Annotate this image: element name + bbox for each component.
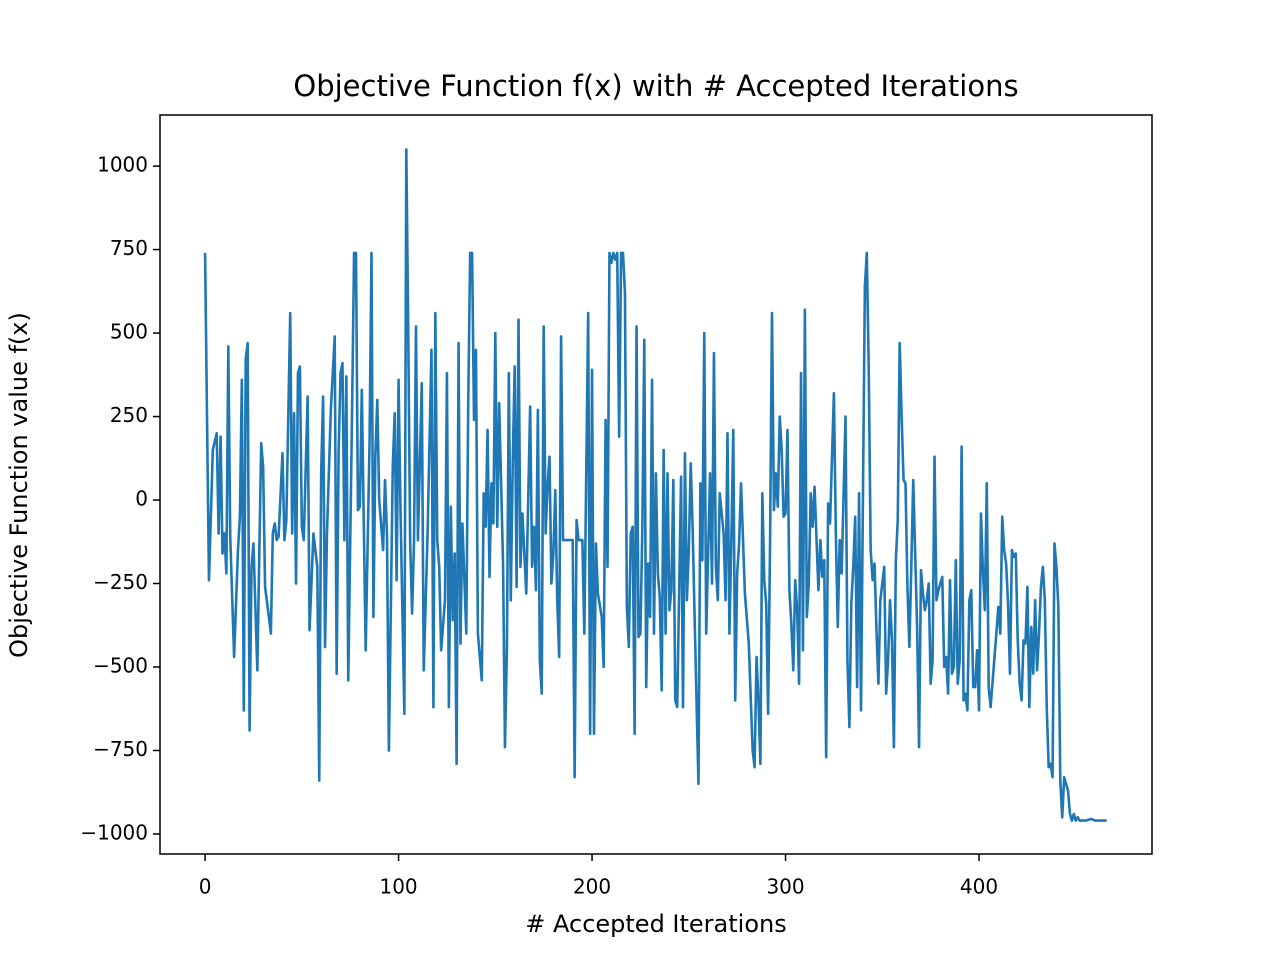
x-tick-label: 400 — [960, 875, 998, 899]
x-tick-label: 300 — [766, 875, 804, 899]
y-tick-label: −500 — [93, 653, 148, 677]
x-axis-label: # Accepted Iterations — [525, 910, 786, 938]
x-tick-label: 0 — [199, 875, 212, 899]
x-tick-label: 100 — [379, 875, 417, 899]
plot-frame — [159, 114, 1153, 855]
y-axis-label: Objective Function value f(x) — [5, 312, 33, 658]
y-tick-label: 500 — [110, 320, 148, 344]
data-line — [203, 148, 1107, 822]
y-tick-label: −250 — [93, 570, 148, 594]
y-tick-label: −1000 — [80, 820, 148, 844]
y-tick-label: 0 — [135, 487, 148, 511]
y-tick-label: 750 — [110, 236, 148, 260]
x-tick-label: 200 — [573, 875, 611, 899]
y-tick-label: 250 — [110, 403, 148, 427]
y-tick-label: −750 — [93, 737, 148, 761]
chart-title: Objective Function f(x) with # Accepted … — [293, 69, 1018, 103]
y-tick-label: 1000 — [97, 153, 148, 177]
